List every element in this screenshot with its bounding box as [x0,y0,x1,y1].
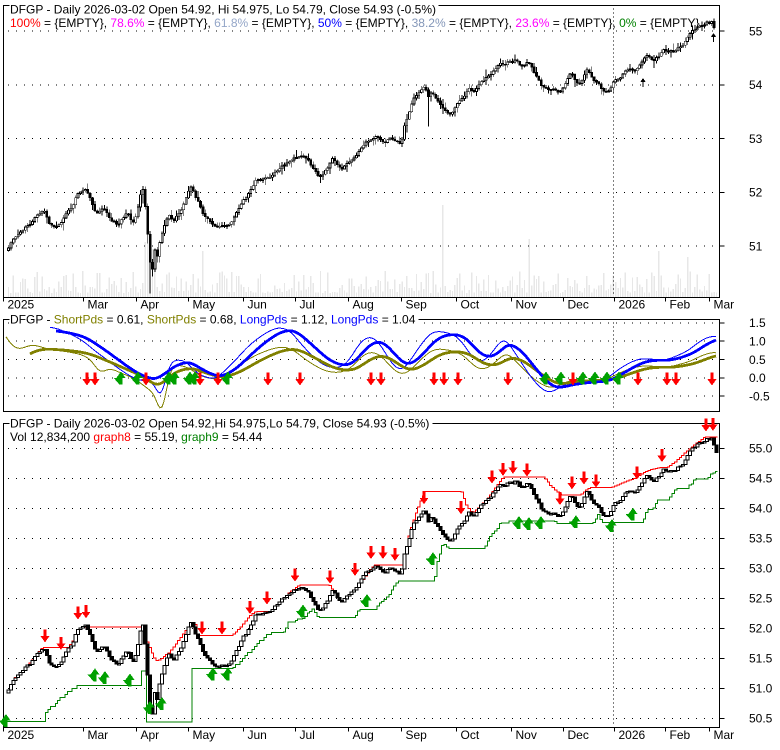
svg-text:Feb: Feb [670,297,691,311]
svg-text:1.0: 1.0 [749,335,766,349]
svg-text:Vol 12,834,200 graph8 = 55.19,: Vol 12,834,200 graph8 = 55.19, graph9 = … [10,430,263,444]
svg-text:DFGP - Daily 2026-03-02 Open 5: DFGP - Daily 2026-03-02 Open 54.92,Hi 54… [10,417,429,431]
svg-text:52: 52 [749,186,763,200]
svg-text:-0.5: -0.5 [749,389,770,403]
svg-text:May: May [193,297,216,311]
svg-text:54: 54 [749,78,763,92]
svg-text:50.5: 50.5 [749,712,773,726]
svg-text:2025: 2025 [8,297,35,311]
svg-text:Nov: Nov [516,297,537,311]
svg-text:Jun: Jun [248,728,267,742]
svg-text:May: May [193,728,216,742]
svg-text:2026: 2026 [619,297,646,311]
svg-text:54.5: 54.5 [749,472,773,486]
svg-text:1.5: 1.5 [749,316,766,330]
svg-text:Sep: Sep [406,728,428,742]
svg-text:Jun: Jun [248,297,267,311]
svg-text:55.0: 55.0 [749,442,773,456]
svg-text:DFGP - Daily 2026-03-02 Open 5: DFGP - Daily 2026-03-02 Open 54.92, Hi 5… [10,3,436,17]
svg-text:Jul: Jul [300,297,315,311]
svg-text:Aug: Aug [353,728,374,742]
svg-text:53.5: 53.5 [749,532,773,546]
svg-text:51.5: 51.5 [749,652,773,666]
svg-text:Mar: Mar [88,728,109,742]
svg-text:52.5: 52.5 [749,592,773,606]
svg-text:51: 51 [749,240,763,254]
svg-text:Mar: Mar [714,728,735,742]
svg-text:Jul: Jul [300,728,315,742]
svg-text:Dec: Dec [568,728,589,742]
svg-text:Mar: Mar [714,297,735,311]
svg-text:Oct: Oct [461,297,480,311]
svg-text:53.0: 53.0 [749,562,773,576]
svg-text:Feb: Feb [670,728,691,742]
svg-text:Mar: Mar [88,297,109,311]
svg-text:2026: 2026 [619,728,646,742]
svg-text:54.0: 54.0 [749,502,773,516]
svg-text:51.0: 51.0 [749,682,773,696]
svg-text:Apr: Apr [141,728,160,742]
svg-text:52.0: 52.0 [749,622,773,636]
svg-text:0.5: 0.5 [749,353,766,367]
svg-text:DFGP - ShortPds = 0.61, ShortP: DFGP - ShortPds = 0.61, ShortPds = 0.68,… [10,313,416,327]
svg-text:100% = {EMPTY}, 78.6% = {EMPTY: 100% = {EMPTY}, 78.6% = {EMPTY}, 61.8% =… [10,16,699,30]
svg-text:Nov: Nov [516,728,537,742]
svg-text:Apr: Apr [141,297,160,311]
svg-text:Dec: Dec [568,297,589,311]
svg-text:55: 55 [749,24,763,38]
svg-text:53: 53 [749,132,763,146]
svg-text:0.0: 0.0 [749,371,766,385]
svg-text:2025: 2025 [8,728,35,742]
svg-text:Aug: Aug [353,297,374,311]
svg-text:Oct: Oct [461,728,480,742]
svg-text:Sep: Sep [406,297,428,311]
